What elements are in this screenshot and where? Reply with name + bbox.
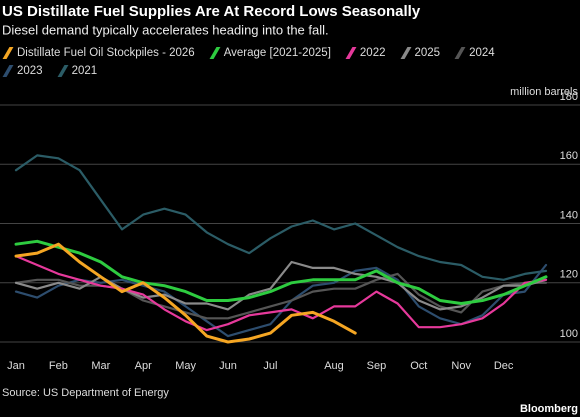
y-axis-label: million barrels xyxy=(510,86,578,98)
y-tick-label: 180 xyxy=(560,91,578,103)
y-tick-label: 120 xyxy=(560,269,578,281)
legend-swatch xyxy=(400,47,411,59)
legend-swatch xyxy=(454,47,466,59)
y-tick-label: 160 xyxy=(560,150,578,162)
series-line xyxy=(14,242,357,344)
legend-label: 2023 xyxy=(17,65,43,77)
chart-title: US Distillate Fuel Supplies Are At Recor… xyxy=(2,3,421,20)
legend-label: 2024 xyxy=(469,47,495,59)
legend-label: 2025 xyxy=(414,47,441,59)
series-line xyxy=(14,263,548,338)
x-tick-label: Sep xyxy=(367,360,387,372)
legend-label: 2022 xyxy=(359,47,386,59)
series-line xyxy=(14,154,548,281)
legend-item: 2023 xyxy=(2,62,43,80)
legend-item: 2021 xyxy=(57,62,98,80)
legend-item: Average [2021-2025] xyxy=(209,44,331,62)
legend-label: Distillate Fuel Oil Stockpiles - 2026 xyxy=(17,47,195,59)
legend-label: Average [2021-2025] xyxy=(223,47,331,59)
legend: Distillate Fuel Oil Stockpiles - 2026 Ave… xyxy=(2,44,562,80)
y-tick-label: 100 xyxy=(560,328,578,340)
x-tick-label: Oct xyxy=(410,360,427,372)
x-tick-label: Mar xyxy=(91,360,110,372)
x-tick-label: Jul xyxy=(263,360,277,372)
x-tick-label: Aug xyxy=(324,360,344,372)
legend-item: 2022 xyxy=(345,44,386,62)
legend-swatch xyxy=(345,47,357,59)
series-line xyxy=(14,239,548,305)
legend-label: 2021 xyxy=(71,65,98,77)
chart-subtitle: Diesel demand typically accelerates head… xyxy=(2,22,329,37)
source: Source: US Department of Energy xyxy=(2,387,169,399)
series-line xyxy=(14,255,548,332)
legend-item: 2024 xyxy=(454,44,495,62)
legend-swatch xyxy=(2,65,14,77)
x-tick-label: Apr xyxy=(135,360,152,372)
credit: Bloomberg xyxy=(520,403,578,415)
x-tick-label: Nov xyxy=(451,360,471,372)
x-tick-label: Dec xyxy=(494,360,514,372)
legend-swatch xyxy=(2,47,14,59)
legend-item: 2025 xyxy=(400,44,441,62)
legend-swatch xyxy=(209,47,221,59)
x-tick-label: May xyxy=(175,360,196,372)
y-tick-label: 140 xyxy=(560,209,578,221)
legend-swatch xyxy=(57,65,69,77)
x-tick-label: Feb xyxy=(49,360,68,372)
x-tick-label: Jan xyxy=(7,360,25,372)
legend-item: Distillate Fuel Oil Stockpiles - 2026 xyxy=(2,44,195,62)
x-tick-label: Jun xyxy=(219,360,237,372)
